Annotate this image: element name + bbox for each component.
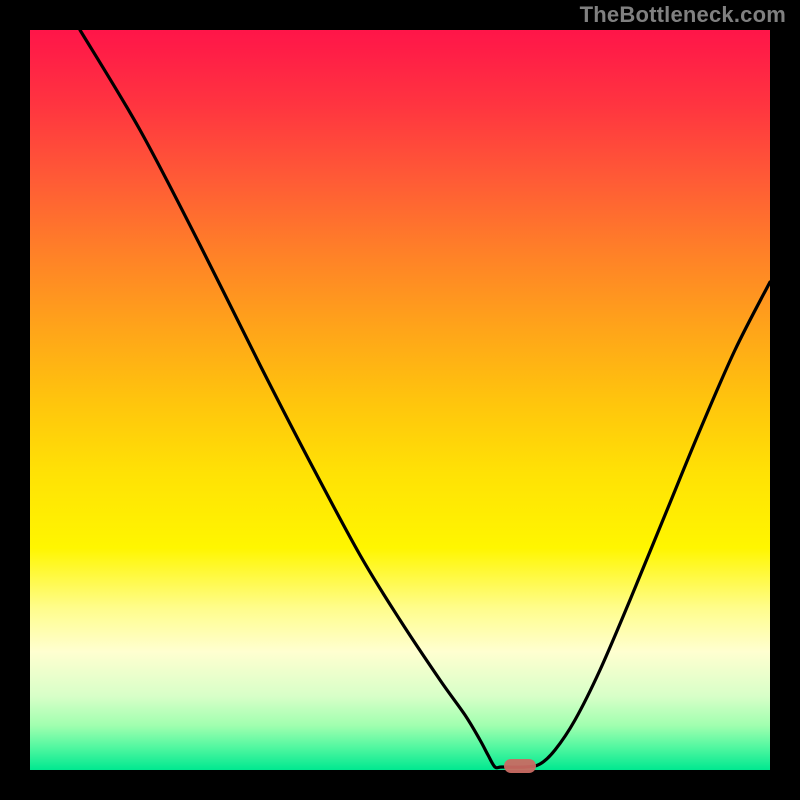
plot-svg — [0, 0, 800, 800]
plot-background — [30, 30, 770, 770]
watermark-text: TheBottleneck.com — [580, 2, 786, 28]
minimum-marker — [504, 759, 536, 773]
chart-root: TheBottleneck.com — [0, 0, 800, 800]
